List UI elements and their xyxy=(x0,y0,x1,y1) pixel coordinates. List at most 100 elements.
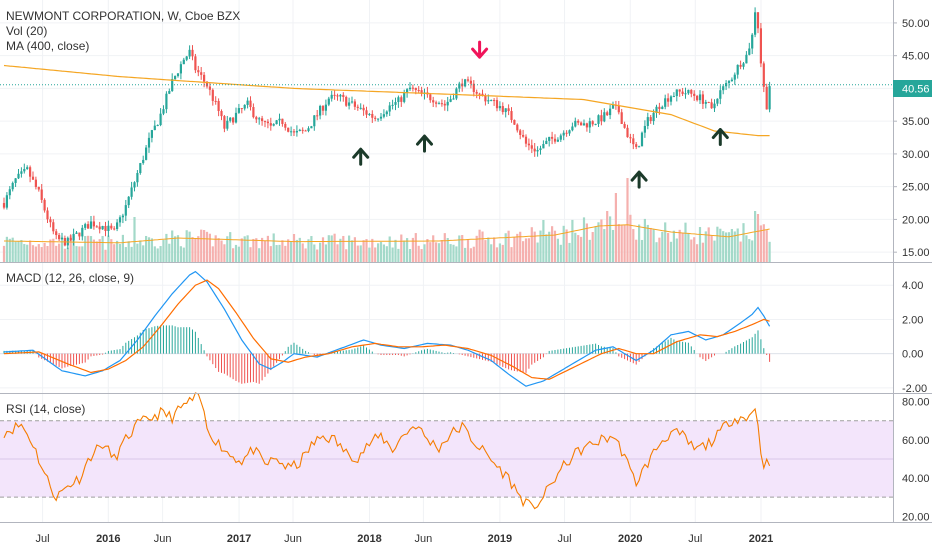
volume-bar xyxy=(594,226,597,262)
candle-body xyxy=(716,98,719,104)
volume-bar xyxy=(606,211,609,262)
volume-bar xyxy=(614,193,617,262)
arrow-up-icon xyxy=(416,134,433,153)
volume-bar xyxy=(339,238,342,262)
candle-body xyxy=(290,131,293,133)
volume-bar xyxy=(350,240,354,262)
volume-bar xyxy=(617,224,620,262)
volume-bar xyxy=(719,228,722,262)
volume-bar xyxy=(75,246,78,262)
candle-body xyxy=(762,63,765,87)
volume-bar xyxy=(713,240,716,262)
volume-bar xyxy=(374,247,377,262)
candle-body xyxy=(748,48,751,55)
volume-bar xyxy=(78,246,81,262)
candle-body xyxy=(133,182,136,188)
candle-body xyxy=(484,95,487,102)
time-tick-label: Jun xyxy=(415,533,433,545)
volume-bar xyxy=(101,236,104,262)
volume-bar xyxy=(321,237,325,262)
candle-body xyxy=(429,94,432,101)
volume-bar xyxy=(527,238,530,262)
candle-body xyxy=(319,106,322,116)
time-tick-label: 2021 xyxy=(749,533,773,545)
volume-bar xyxy=(481,231,484,262)
candle-body xyxy=(203,74,206,82)
candle-body xyxy=(72,233,75,241)
volume-bar xyxy=(429,242,432,262)
volume-bar xyxy=(417,245,420,262)
candle-body xyxy=(136,173,139,183)
volume-bar xyxy=(342,235,345,262)
volume-bar xyxy=(432,235,435,262)
volume-bar xyxy=(548,231,551,262)
volume-bar xyxy=(191,237,194,262)
volume-bar xyxy=(162,239,165,262)
candle-body xyxy=(464,79,467,87)
time-tick-label: Jun xyxy=(284,533,302,545)
volume-bar xyxy=(632,229,635,262)
candle-body xyxy=(646,117,649,126)
candle-body xyxy=(84,224,87,228)
candle-body xyxy=(324,104,327,111)
candle-body xyxy=(516,124,519,131)
volume-bar xyxy=(58,243,61,262)
candle-body xyxy=(440,103,443,105)
volume-bar xyxy=(545,234,548,262)
macd-tick-label: -2.00 xyxy=(902,383,927,395)
volume-bar xyxy=(530,227,533,262)
candle-body xyxy=(292,131,296,133)
volume-bar xyxy=(8,238,11,262)
candle-body xyxy=(124,205,127,216)
volume-bar xyxy=(414,233,417,262)
candle-body xyxy=(466,79,470,81)
volume-bar xyxy=(200,229,203,262)
volume-bar xyxy=(588,239,591,262)
rsi-tick-label: 60.00 xyxy=(902,435,930,447)
volume-bar xyxy=(324,244,327,262)
volume-bar xyxy=(20,239,23,262)
volume-bar xyxy=(295,239,298,262)
candle-body xyxy=(307,128,310,132)
volume-bar xyxy=(559,244,562,262)
candle-body xyxy=(98,226,101,230)
volume-bar xyxy=(130,246,133,262)
volume-bar xyxy=(46,246,49,262)
candle-body xyxy=(643,125,646,133)
candle-body xyxy=(153,125,156,131)
candle-body xyxy=(414,87,417,91)
volume-bar xyxy=(678,229,681,262)
volume-bar xyxy=(327,235,330,262)
volume-bar xyxy=(756,214,760,262)
volume-bar xyxy=(696,244,699,262)
volume-bar xyxy=(423,244,426,262)
candle-body xyxy=(249,100,252,108)
candle-body xyxy=(751,34,754,49)
candle-body xyxy=(11,182,14,190)
volume-bar xyxy=(519,231,522,262)
candle-body xyxy=(101,225,104,230)
volume-bar xyxy=(43,242,46,262)
candle-body xyxy=(530,145,533,149)
volume-bar xyxy=(730,228,733,262)
candle-body xyxy=(698,94,702,101)
candle-body xyxy=(577,120,580,123)
volume-bar xyxy=(72,235,75,262)
volume-bar xyxy=(672,230,675,262)
volume-bar xyxy=(333,233,336,262)
candle-body xyxy=(472,83,475,92)
volume-bar xyxy=(609,216,612,262)
candle-body xyxy=(275,120,278,125)
volume-bar xyxy=(95,241,98,262)
volume-bar xyxy=(69,235,72,262)
volume-bar xyxy=(252,238,255,262)
volume-bar xyxy=(736,228,739,262)
candle-body xyxy=(345,96,348,106)
macd-tick-label: 4.00 xyxy=(902,280,923,292)
volume-bar xyxy=(113,244,116,262)
volume-bar xyxy=(11,237,14,262)
candle-body xyxy=(742,63,745,67)
volume-bar xyxy=(150,238,153,262)
volume-bar xyxy=(310,236,313,262)
last-price-tag xyxy=(893,80,932,97)
